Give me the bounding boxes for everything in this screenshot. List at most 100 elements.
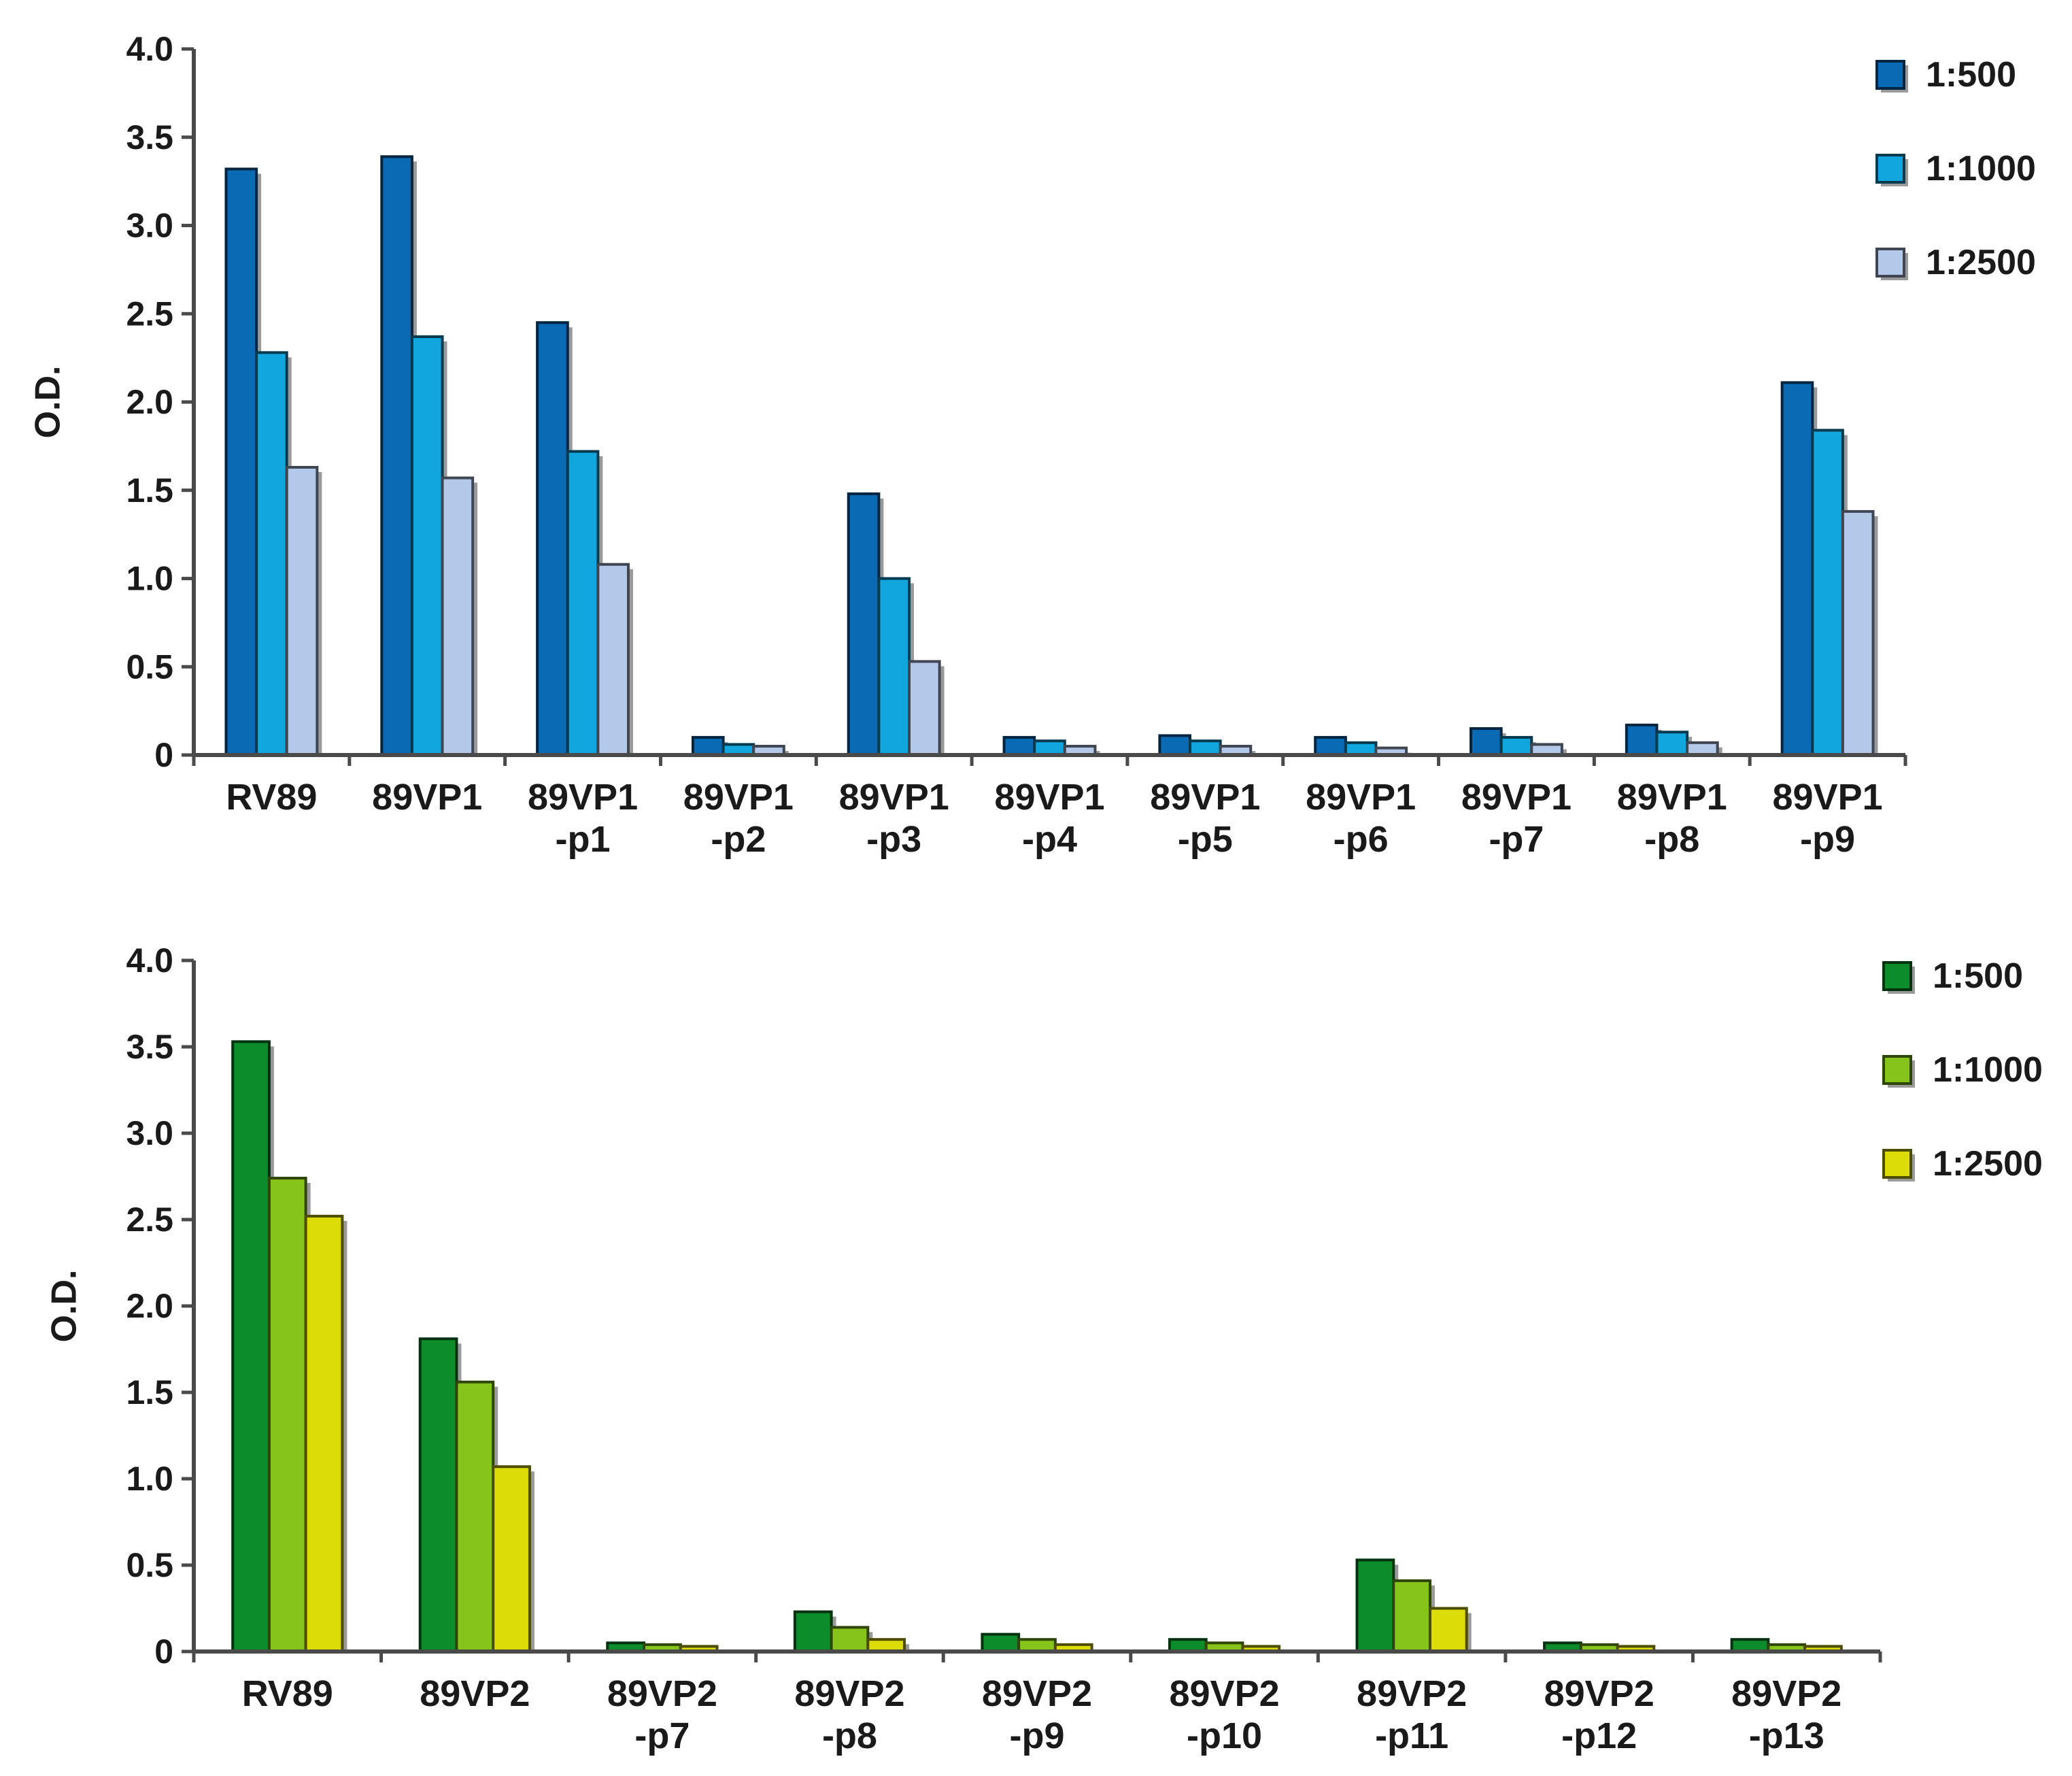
y-tick-label: 3.5: [126, 1028, 173, 1066]
bar-1-1000: [255, 351, 288, 756]
y-tick-label: 3.5: [126, 118, 173, 156]
x-tick-label: -p10: [1187, 1715, 1262, 1756]
x-tick-label: 89VP1: [372, 777, 482, 818]
bar-1-2500: [304, 1214, 344, 1654]
x-tick-label: -p8: [822, 1715, 877, 1756]
x-tick-label: 89VP1: [1617, 777, 1727, 818]
x-tick-label: -p3: [866, 819, 921, 860]
bar-1-1000: [1392, 1579, 1431, 1654]
y-tick-label: 3.0: [126, 207, 173, 245]
x-tick-label: 89VP1: [1150, 777, 1260, 818]
y-tick-label: 1.5: [126, 471, 173, 509]
y-tick-label: 0.5: [126, 648, 173, 686]
bar-1-500: [1625, 723, 1659, 757]
bar-1-1000: [566, 450, 600, 756]
bar-1-1000: [410, 335, 444, 756]
legend-label: 1:1000: [1926, 149, 2036, 188]
x-tick-label: 89VP2: [420, 1673, 530, 1714]
y-tick-label: 2.5: [126, 295, 173, 333]
x-tick-label: -p7: [634, 1715, 690, 1756]
y-tick-label: 1.5: [126, 1373, 173, 1411]
bar-1-1000: [1033, 739, 1066, 756]
bar-1-2500: [1428, 1607, 1468, 1653]
y-tick-label: 1.0: [126, 560, 173, 598]
y-tick-label: 0.5: [126, 1546, 173, 1584]
chart-1: 0 0.5 1.0 1.5 2.0 2.5 3.0 3.5 4.0 O.D. RV89 89VP1 89…: [29, 30, 2036, 860]
legend-label: 1:2500: [1926, 243, 2036, 282]
bar-1-500: [1002, 736, 1036, 757]
bar-1-500: [1780, 381, 1814, 756]
bar-1-500: [224, 167, 258, 756]
bar-1-1000: [1811, 429, 1844, 757]
legend-swatch: [1875, 248, 1905, 278]
x-tick-label: -p6: [1334, 819, 1389, 860]
chart-2: 0 0.5 1.0 1.5 2.0 2.5 3.0 3.5 4.0 O.D. RV89 89VP2 89…: [45, 941, 2043, 1756]
y-tick-label: 4.0: [126, 941, 173, 979]
y-tick-label: 3.0: [126, 1114, 173, 1152]
x-tick-label: -p11: [1375, 1715, 1448, 1756]
x-tick-label: -p1: [556, 819, 611, 860]
x-tick-label: 89VP1: [528, 777, 638, 818]
x-tick-label: -p13: [1749, 1715, 1824, 1756]
bar-1-500: [793, 1610, 833, 1654]
legend-label: 1:1000: [1933, 1050, 2043, 1090]
x-tick-label: 89VP2: [1169, 1673, 1279, 1714]
y-tick-label: 0: [154, 736, 173, 774]
bar-1-1000: [455, 1380, 495, 1653]
bar-1-2500: [1841, 509, 1875, 756]
x-tick-label: -p8: [1644, 819, 1699, 860]
x-tick-label: 89VP2: [1544, 1673, 1654, 1714]
bar-1-500: [1314, 736, 1347, 757]
bar-1-1000: [267, 1177, 307, 1654]
y-tick-label: 0: [154, 1632, 173, 1671]
legend-swatch: [1875, 60, 1905, 90]
bar-1-1000: [830, 1626, 870, 1653]
x-tick-label: 89VP1: [683, 777, 794, 818]
legend-swatch: [1875, 154, 1905, 184]
x-tick-label: 89VP1: [1773, 777, 1883, 818]
x-tick-label: RV89: [226, 777, 317, 818]
x-tick-label: 89VP2: [607, 1673, 717, 1714]
y-tick-label: 2.0: [126, 1287, 173, 1325]
x-tick-label: 89VP1: [994, 777, 1104, 818]
y-axis-title: O.D.: [45, 1270, 84, 1343]
x-tick-label: 89VP1: [1306, 777, 1416, 818]
x-tick-label: RV89: [242, 1673, 333, 1714]
x-tick-label: 89VP1: [839, 777, 949, 818]
y-tick-label: 4.0: [126, 30, 173, 68]
x-tick-label: -p9: [1010, 1715, 1065, 1756]
bar-1-2500: [492, 1465, 531, 1653]
x-tick-label: -p4: [1022, 819, 1077, 860]
legend-label: 1:2500: [1933, 1144, 2043, 1184]
x-tick-label: -p9: [1800, 819, 1855, 860]
bar-1-2500: [907, 660, 941, 757]
bar-1-500: [1158, 734, 1192, 756]
x-tick-label: 89VP2: [1357, 1673, 1467, 1714]
bar-1-500: [691, 736, 725, 757]
x-tick-label: 89VP2: [982, 1673, 1092, 1714]
legend-label: 1:500: [1926, 55, 2016, 95]
bar-1-500: [536, 321, 569, 757]
bar-1-1000: [1499, 736, 1533, 757]
legend: 1:500 1:1000 1:2500: [1875, 55, 2036, 282]
x-tick-label: -p12: [1561, 1715, 1637, 1756]
x-tick-label: -p5: [1178, 819, 1233, 860]
y-tick-label: 2.5: [126, 1201, 173, 1239]
bar-1-2500: [285, 466, 319, 756]
x-tick-label: 89VP2: [794, 1673, 904, 1714]
bar-1-500: [380, 155, 413, 757]
bar-1-1000: [1655, 731, 1689, 757]
bar-1-500: [981, 1632, 1021, 1654]
bar-1-500: [847, 492, 881, 756]
x-tick-label: -p7: [1489, 819, 1544, 860]
legend-swatch: [1882, 1149, 1912, 1179]
bar-1-500: [1355, 1558, 1395, 1653]
legend-swatch: [1882, 961, 1912, 991]
y-tick-label: 2.0: [126, 383, 173, 421]
bar-1-2500: [596, 563, 630, 756]
bar-1-2500: [441, 476, 475, 757]
bar-1-500: [418, 1337, 458, 1653]
bar-1-500: [1470, 727, 1503, 756]
